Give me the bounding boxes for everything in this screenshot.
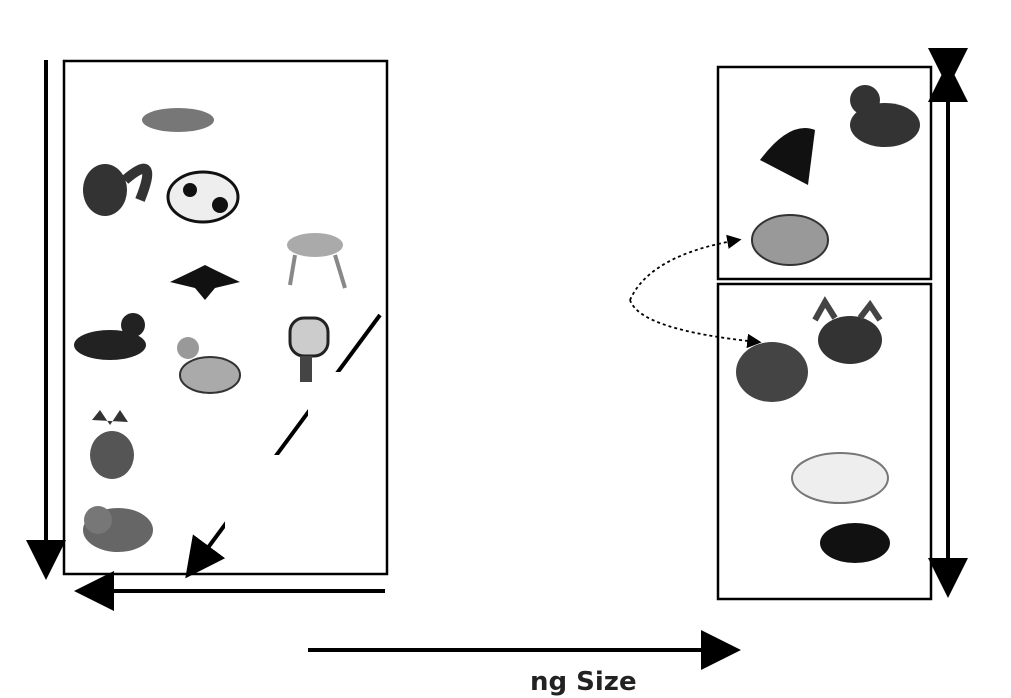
mask [308, 372, 372, 452]
mask [225, 455, 305, 550]
left-box [62, 59, 389, 576]
dotted-arrow [629, 299, 762, 349]
animals-left [74, 108, 347, 552]
caption: ng Size [530, 667, 637, 697]
animals-right [736, 85, 920, 563]
diagonal-arrow [185, 313, 382, 579]
dotted-arrow [629, 234, 742, 301]
